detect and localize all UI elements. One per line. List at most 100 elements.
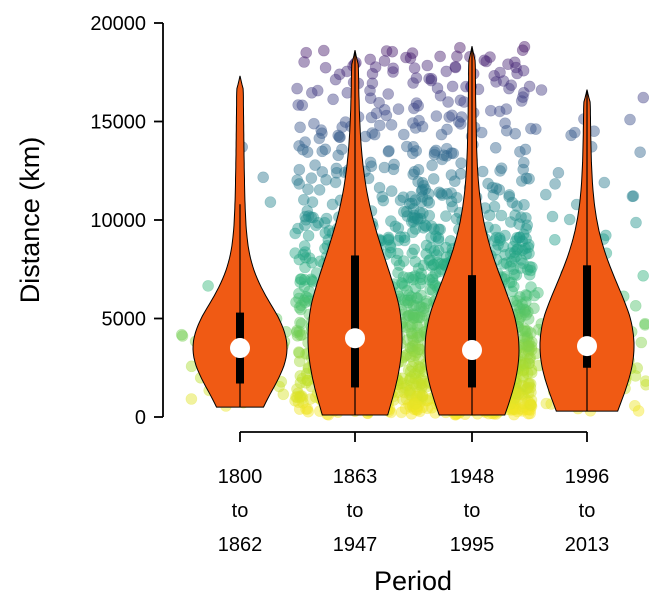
data-point — [416, 392, 429, 404]
data-point — [516, 244, 529, 257]
data-point — [425, 72, 438, 85]
data-point — [598, 176, 611, 189]
data-point — [522, 378, 535, 390]
data-point — [316, 145, 329, 158]
data-point — [508, 252, 520, 265]
data-point — [382, 88, 395, 100]
data-point — [503, 82, 515, 95]
data-point — [302, 229, 315, 242]
x-tick-label: 1800 — [218, 466, 263, 488]
data-point — [392, 234, 405, 247]
data-point — [509, 403, 522, 416]
data-point — [434, 50, 446, 63]
data-point — [401, 310, 414, 323]
data-point — [414, 212, 427, 225]
data-point — [487, 189, 500, 201]
data-point — [626, 190, 639, 203]
data-point — [412, 364, 425, 376]
data-point — [511, 294, 523, 307]
data-point — [420, 220, 433, 233]
data-point — [425, 220, 438, 232]
data-point — [297, 396, 309, 409]
data-point — [523, 80, 536, 93]
data-point — [515, 310, 527, 323]
data-point — [298, 294, 310, 307]
data-point — [409, 349, 421, 362]
data-point — [517, 363, 530, 376]
data-point — [522, 306, 534, 318]
data-point — [514, 291, 526, 303]
data-point — [509, 127, 522, 140]
data-point — [410, 299, 422, 312]
data-point — [447, 147, 460, 160]
data-point — [302, 183, 314, 195]
data-point — [408, 62, 421, 74]
data-point — [299, 251, 312, 264]
data-point — [365, 160, 378, 172]
data-point — [393, 259, 406, 271]
data-point — [450, 191, 463, 204]
data-point — [421, 402, 434, 415]
data-point — [406, 247, 419, 260]
data-point — [520, 172, 533, 185]
data-point — [520, 289, 532, 301]
data-point — [408, 243, 421, 256]
data-point — [378, 104, 391, 116]
data-point — [319, 143, 332, 156]
data-point — [406, 308, 418, 321]
data-point — [628, 399, 641, 412]
data-point — [408, 394, 421, 407]
data-point — [493, 184, 506, 196]
data-point — [436, 153, 448, 166]
data-point — [524, 399, 537, 411]
data-point — [431, 256, 444, 269]
data-point — [521, 367, 534, 380]
data-point — [364, 156, 377, 169]
data-point — [437, 149, 450, 161]
data-point — [294, 276, 307, 289]
data-point — [404, 384, 417, 396]
data-point — [415, 289, 427, 302]
data-point — [509, 235, 522, 247]
data-point — [640, 379, 649, 391]
data-point — [299, 246, 312, 258]
data-point — [517, 163, 530, 176]
data-point — [502, 58, 514, 70]
data-point — [185, 393, 198, 405]
data-point — [492, 239, 504, 251]
data-point — [412, 400, 424, 412]
data-point — [406, 399, 419, 411]
data-point — [299, 261, 311, 274]
data-point — [333, 68, 346, 81]
data-point — [440, 150, 453, 162]
data-point — [407, 299, 420, 312]
data-point — [500, 257, 513, 269]
data-point — [294, 273, 307, 286]
data-point — [409, 398, 422, 410]
data-point — [404, 386, 416, 399]
data-point — [406, 360, 418, 373]
data-point — [387, 163, 400, 176]
data-point — [295, 299, 307, 312]
data-point — [441, 123, 453, 136]
data-point — [308, 117, 320, 130]
data-point — [525, 122, 537, 135]
data-point — [294, 329, 307, 342]
data-point — [404, 365, 417, 378]
data-point — [406, 330, 419, 343]
data-point — [514, 402, 526, 415]
data-point — [503, 276, 516, 289]
data-point — [426, 159, 438, 172]
data-point — [295, 273, 308, 285]
data-point — [300, 376, 312, 389]
data-point — [397, 206, 410, 218]
data-point — [505, 255, 518, 268]
data-point — [396, 393, 409, 406]
data-point — [317, 44, 330, 57]
data-point — [292, 99, 305, 111]
data-point — [521, 263, 534, 276]
data-point — [425, 74, 438, 87]
data-point — [388, 158, 400, 171]
data-point — [290, 326, 303, 339]
data-point — [493, 105, 506, 118]
